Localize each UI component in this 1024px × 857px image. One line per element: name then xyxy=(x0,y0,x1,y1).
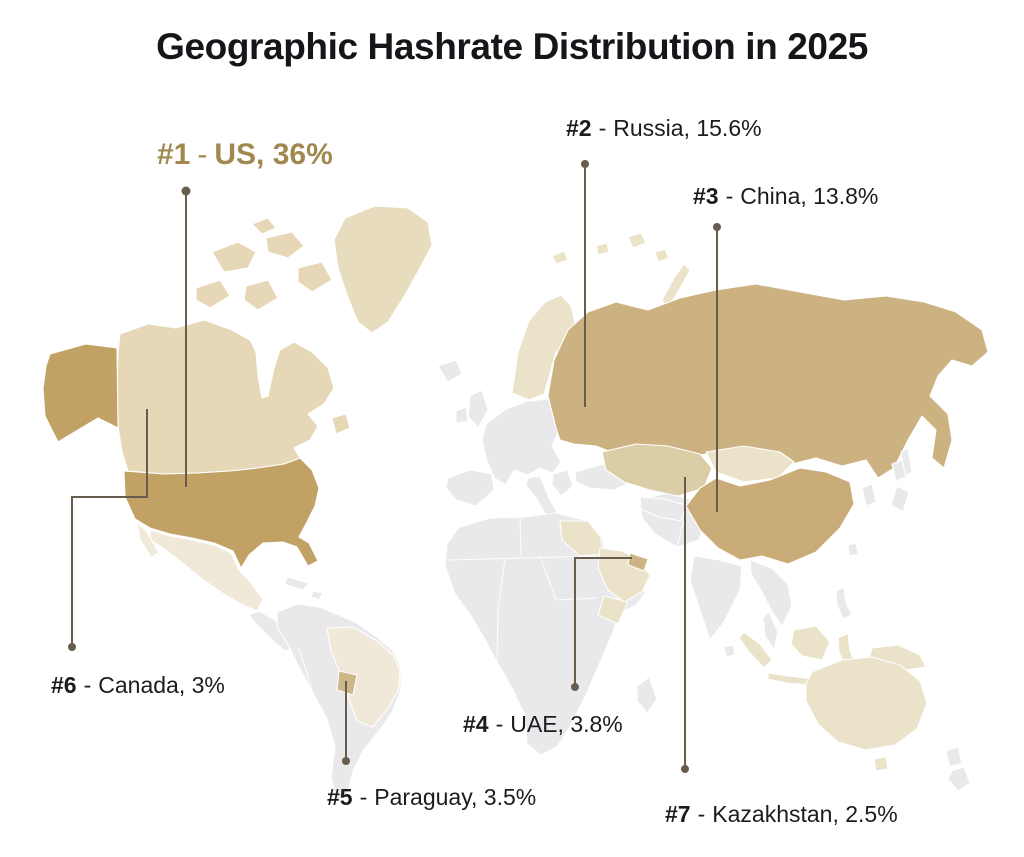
label-us-rank: #1 xyxy=(157,138,191,171)
europe-mainland xyxy=(481,398,562,486)
arctic-island xyxy=(243,279,279,311)
malay-peninsula xyxy=(762,611,779,651)
arctic-islands-north xyxy=(551,232,691,309)
label-paraguay: #5- Paraguay, 3.5% xyxy=(327,784,536,810)
label-paraguay-text: Paraguay, 3.5% xyxy=(374,784,537,810)
leader-dot-canada xyxy=(68,643,76,651)
region-alaska xyxy=(42,343,119,443)
label-canada-text: Canada, 3% xyxy=(98,672,225,698)
leader-dot-china xyxy=(713,223,721,231)
label-kazakhstan-rank: #7 xyxy=(665,801,691,827)
country-mexico xyxy=(149,529,264,612)
arctic-island xyxy=(297,261,333,293)
borneo-island xyxy=(790,625,831,661)
label-uae-text: UAE, 3.8% xyxy=(510,711,623,737)
arctic-island xyxy=(654,248,670,263)
map-layer xyxy=(42,205,989,802)
arctic-island xyxy=(251,217,277,235)
country-iceland xyxy=(437,359,463,383)
label-uae: #4- UAE, 3.8% xyxy=(463,711,623,737)
new-zealand-islands xyxy=(945,746,963,768)
country-uk xyxy=(467,389,489,429)
country-ethiopia xyxy=(597,595,629,625)
leader-line-canada xyxy=(71,409,148,647)
country-canada xyxy=(116,319,335,475)
leader-dot-paraguay xyxy=(342,757,350,765)
tasmania-island xyxy=(873,756,889,772)
leader-line-uae xyxy=(574,557,632,687)
country-china xyxy=(685,467,855,565)
leader-lines-layer xyxy=(68,160,721,773)
country-russia xyxy=(547,283,989,479)
taiwan-island xyxy=(847,542,859,557)
label-us-separator: - xyxy=(197,138,208,171)
country-border xyxy=(298,647,328,720)
arctic-island xyxy=(195,279,231,309)
page-title: Geographic Hashrate Distribution in 2025 xyxy=(156,26,868,67)
central-asia-region xyxy=(639,496,687,522)
country-australia xyxy=(805,656,928,751)
leader-dot-russia xyxy=(581,160,589,168)
country-ireland xyxy=(455,406,469,424)
baja-peninsula xyxy=(136,522,160,558)
iberia-peninsula xyxy=(445,469,495,507)
country-border xyxy=(447,555,601,561)
sumatra-island xyxy=(738,631,773,669)
hispaniola-island xyxy=(310,590,324,601)
country-greenland xyxy=(333,205,433,334)
country-border xyxy=(539,555,599,601)
new-zealand-islands xyxy=(947,766,971,792)
label-russia-rank: #2 xyxy=(566,115,592,141)
label-us-text: US, 36% xyxy=(214,138,333,171)
label-uae-separator: - xyxy=(495,711,504,737)
leader-dot-uae xyxy=(571,683,579,691)
newfoundland-island xyxy=(331,413,351,435)
arctic-island xyxy=(265,231,305,259)
country-border xyxy=(496,557,506,663)
korea-peninsula xyxy=(861,483,877,507)
leader-dot-kazakhstan xyxy=(681,765,689,773)
label-china-rank: #3 xyxy=(693,183,719,209)
label-china-separator: - xyxy=(725,183,734,209)
label-us: #1- US, 36% xyxy=(157,138,333,173)
label-kazakhstan-text: Kazakhstan, 2.5% xyxy=(712,801,898,827)
indonesia-islands xyxy=(738,625,927,686)
country-mongolia xyxy=(705,445,795,483)
label-kazakhstan: #7- Kazakhstan, 2.5% xyxy=(665,801,898,827)
label-canada-rank: #6 xyxy=(51,672,77,698)
continent-africa xyxy=(444,512,647,756)
japan-islands xyxy=(891,459,907,482)
country-us xyxy=(123,457,320,569)
country-border xyxy=(676,519,685,548)
label-kazakhstan-separator: - xyxy=(697,801,706,827)
label-china: #3- China, 13.8% xyxy=(693,183,878,209)
balkans-region xyxy=(551,469,574,497)
arctic-island xyxy=(211,241,257,273)
label-paraguay-rank: #5 xyxy=(327,784,353,810)
country-border xyxy=(519,516,522,558)
southeast-asia-mainland xyxy=(749,559,793,627)
label-paraguay-separator: - xyxy=(359,784,368,810)
japan-islands xyxy=(890,485,910,513)
label-canada-separator: - xyxy=(83,672,92,698)
arctic-island xyxy=(627,232,647,249)
leader-dot-us xyxy=(181,186,191,196)
label-china-text: China, 13.8% xyxy=(740,183,879,209)
label-uae-rank: #4 xyxy=(463,711,489,737)
country-india xyxy=(689,555,743,641)
country-uae xyxy=(627,552,649,572)
sri-lanka-island xyxy=(723,644,736,658)
madagascar-island xyxy=(636,676,658,714)
svalbard-island xyxy=(551,250,569,265)
cuba-island xyxy=(284,576,310,591)
philippines-islands xyxy=(835,586,853,620)
svalbard-island xyxy=(595,242,610,256)
canada-arctic-islands xyxy=(195,217,333,311)
label-canada: #6- Canada, 3% xyxy=(51,672,225,698)
label-russia-separator: - xyxy=(598,115,607,141)
label-russia-text: Russia, 15.6% xyxy=(613,115,762,141)
label-russia: #2- Russia, 15.6% xyxy=(566,115,762,141)
